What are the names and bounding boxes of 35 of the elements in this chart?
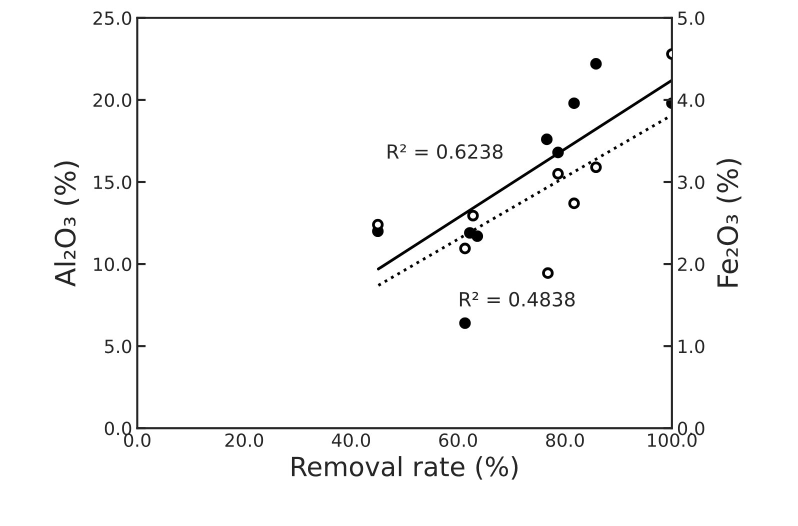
y-tick-label: 0.0: [104, 422, 132, 436]
y2-tick-label: 4.0: [678, 93, 704, 108]
point: [568, 198, 580, 210]
annotation: R² = 0.6238: [388, 144, 503, 159]
y2-tick-label: 5.0: [678, 11, 704, 25]
y2-tick-label: 2.0: [678, 258, 704, 272]
x-tick-label: 60.0: [439, 433, 477, 447]
x-tick-label: 0.0: [124, 433, 150, 447]
y-tick-label: 20.0: [94, 93, 132, 108]
y2-tick-label: 3.0: [678, 175, 704, 190]
point: [552, 168, 564, 180]
point: [459, 317, 471, 329]
x-tick-label: 40.0: [332, 433, 370, 447]
point: [590, 58, 602, 70]
y2-tick-label: 0.0: [678, 422, 704, 436]
point: [552, 146, 564, 158]
x-tick-label: 80.0: [546, 433, 584, 447]
x-axis-title: Removal rate (%): [292, 456, 518, 480]
x-tick-label: 100.0: [648, 433, 697, 447]
y2-axis-title: Fe₂O₃ (%): [716, 159, 742, 287]
point: [541, 134, 553, 146]
point: [472, 230, 484, 242]
x-tick-label: 20.0: [225, 433, 264, 447]
point: [467, 210, 479, 222]
point: [542, 267, 554, 279]
point: [590, 161, 602, 174]
point: [459, 242, 471, 254]
annotation: R² = 0.4838: [460, 292, 575, 307]
y2-tick-label: 1.0: [678, 340, 704, 354]
y-axis-title: Al₂O₃ (%): [54, 162, 79, 287]
y-tick-label: 5.0: [105, 340, 132, 354]
point: [568, 97, 580, 110]
y-tick-label: 10.0: [94, 258, 132, 272]
y-tick-label: 15.0: [94, 175, 132, 190]
y-tick-label: 25.0: [94, 11, 132, 25]
